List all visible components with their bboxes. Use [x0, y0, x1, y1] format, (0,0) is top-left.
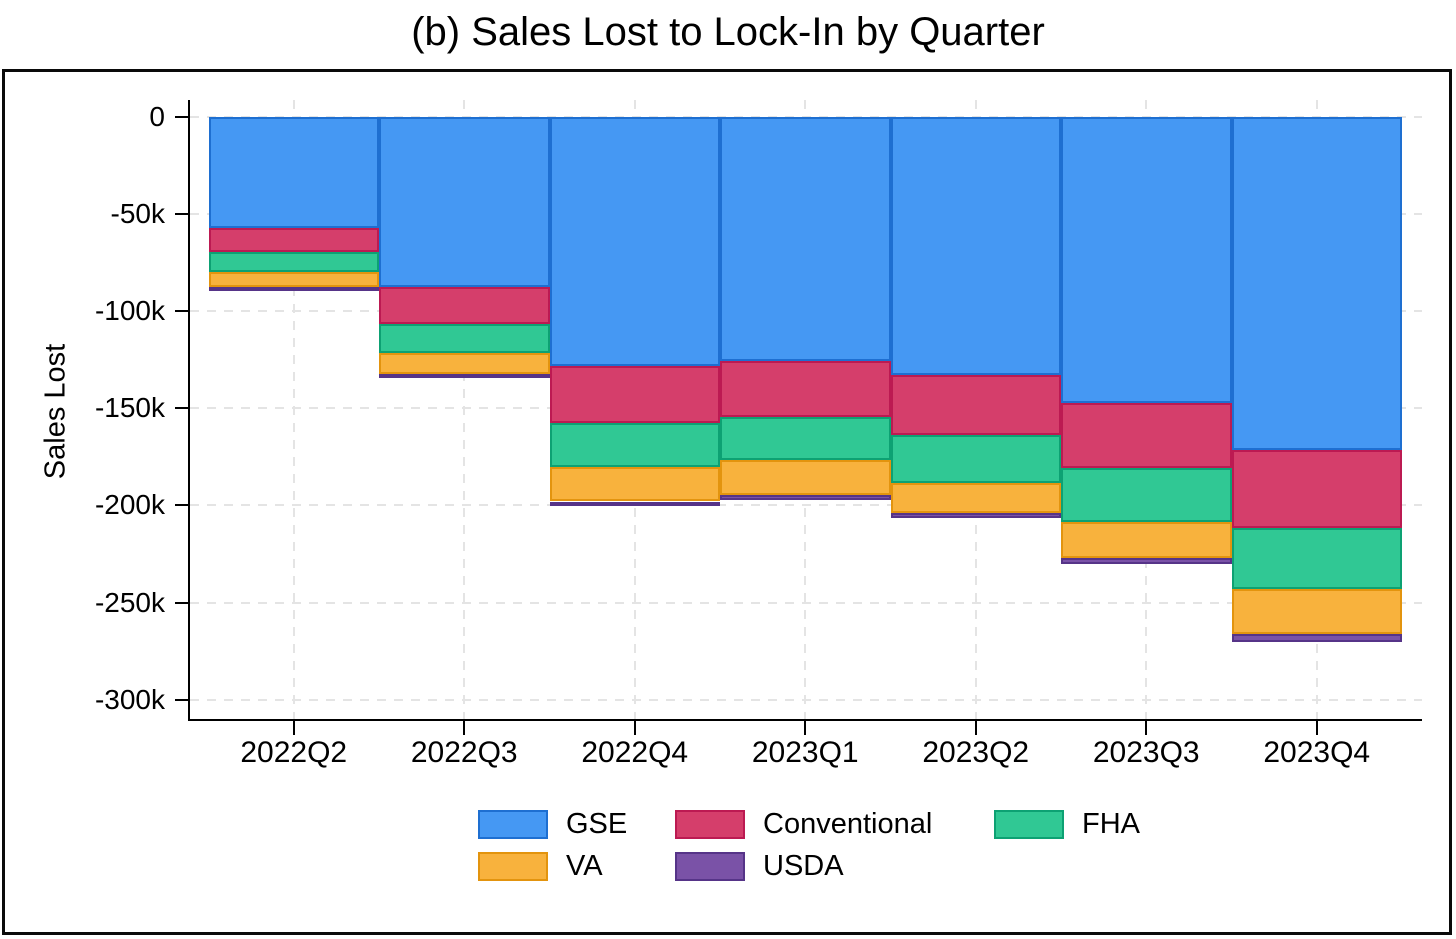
bar-segment-fha-2022Q3 — [379, 323, 550, 353]
bar-segment-conventional-2023Q4 — [1231, 449, 1402, 528]
x-tick — [974, 721, 977, 735]
legend-swatch-conventional — [675, 810, 745, 839]
y-tick — [175, 212, 188, 215]
bar-segment-va-2023Q2 — [890, 483, 1061, 514]
x-tick-label: 2022Q4 — [581, 736, 689, 769]
legend-swatch-va — [478, 852, 548, 881]
y-tick-label: -250k — [94, 586, 165, 618]
bar-segment-va-2023Q4 — [1231, 589, 1402, 634]
bar-segment-usda-2023Q3 — [1061, 557, 1232, 564]
y-tick — [175, 698, 188, 701]
x-tick-label: 2022Q3 — [410, 736, 518, 769]
legend-swatch-gse — [478, 810, 548, 839]
legend-label-usda: USDA — [763, 850, 844, 882]
bar-segment-usda-2023Q4 — [1231, 633, 1402, 642]
bar-segment-gse-2023Q4 — [1231, 116, 1402, 450]
y-tick-label: -100k — [94, 294, 165, 326]
x-tick-label: 2022Q2 — [240, 736, 348, 769]
y-axis-title: Sales Lost — [39, 343, 72, 480]
bar-segment-va-2023Q1 — [720, 459, 891, 495]
x-tick-label: 2023Q3 — [1092, 736, 1200, 769]
bar-segment-fha-2023Q2 — [890, 435, 1061, 484]
v-gridline — [292, 100, 295, 719]
x-tick — [292, 721, 295, 735]
bar-segment-gse-2023Q1 — [720, 116, 891, 361]
bar-segment-gse-2022Q4 — [549, 116, 720, 367]
y-tick — [175, 601, 188, 604]
chart-title: (b) Sales Lost to Lock-In by Quarter — [411, 10, 1045, 54]
bar-segment-gse-2023Q3 — [1061, 116, 1232, 404]
bar-segment-gse-2023Q2 — [890, 116, 1061, 376]
bar-segment-usda-2022Q3 — [379, 374, 550, 379]
y-tick-label: -150k — [94, 392, 165, 424]
v-gridline — [463, 100, 466, 719]
y-tick-label: -50k — [110, 197, 165, 229]
y-tick — [175, 407, 188, 410]
legend-label-fha: FHA — [1082, 808, 1140, 840]
legend-label-conventional: Conventional — [763, 808, 933, 840]
legend-label-va: VA — [566, 850, 603, 882]
x-tick-label: 2023Q4 — [1263, 736, 1371, 769]
bar-segment-conventional-2022Q3 — [379, 286, 550, 324]
x-axis-line — [188, 719, 1422, 721]
bar-segment-fha-2022Q2 — [208, 251, 379, 273]
x-tick — [1145, 721, 1148, 735]
x-tick — [804, 721, 807, 735]
bar-segment-va-2022Q3 — [379, 352, 550, 375]
x-tick — [1315, 721, 1318, 735]
bar-segment-va-2023Q3 — [1061, 521, 1232, 558]
x-tick — [463, 721, 466, 735]
bar-segment-conventional-2023Q1 — [720, 360, 891, 417]
legend-label-gse: GSE — [566, 808, 628, 840]
bar-segment-va-2022Q2 — [208, 272, 379, 287]
bar-segment-va-2022Q4 — [549, 467, 720, 502]
x-tick-label: 2023Q2 — [922, 736, 1030, 769]
y-tick-label: -300k — [94, 683, 165, 715]
y-tick-label: -200k — [94, 489, 165, 521]
legend-swatch-usda — [675, 852, 745, 881]
bar-segment-conventional-2023Q3 — [1061, 403, 1232, 469]
x-tick-label: 2023Q1 — [751, 736, 859, 769]
y-axis-line — [188, 100, 190, 721]
bar-segment-usda-2023Q1 — [720, 494, 891, 500]
bar-segment-usda-2022Q2 — [208, 286, 379, 291]
bar-segment-usda-2023Q2 — [890, 513, 1061, 519]
bar-segment-fha-2023Q3 — [1061, 468, 1232, 522]
bar-segment-gse-2022Q2 — [208, 116, 379, 229]
bar-segment-fha-2023Q1 — [720, 416, 891, 460]
y-tick — [175, 115, 188, 118]
y-tick — [175, 504, 188, 507]
bar-segment-gse-2022Q3 — [379, 116, 550, 287]
bar-segment-conventional-2022Q4 — [549, 366, 720, 423]
bar-segment-fha-2023Q4 — [1231, 527, 1402, 589]
legend-swatch-fha — [994, 810, 1064, 839]
bar-segment-conventional-2022Q2 — [208, 228, 379, 252]
x-tick — [633, 721, 636, 735]
y-tick-label: 0 — [149, 100, 165, 132]
bar-segment-conventional-2023Q2 — [890, 375, 1061, 436]
bar-segment-fha-2022Q4 — [549, 422, 720, 468]
y-tick — [175, 309, 188, 312]
bar-segment-usda-2022Q4 — [549, 501, 720, 507]
